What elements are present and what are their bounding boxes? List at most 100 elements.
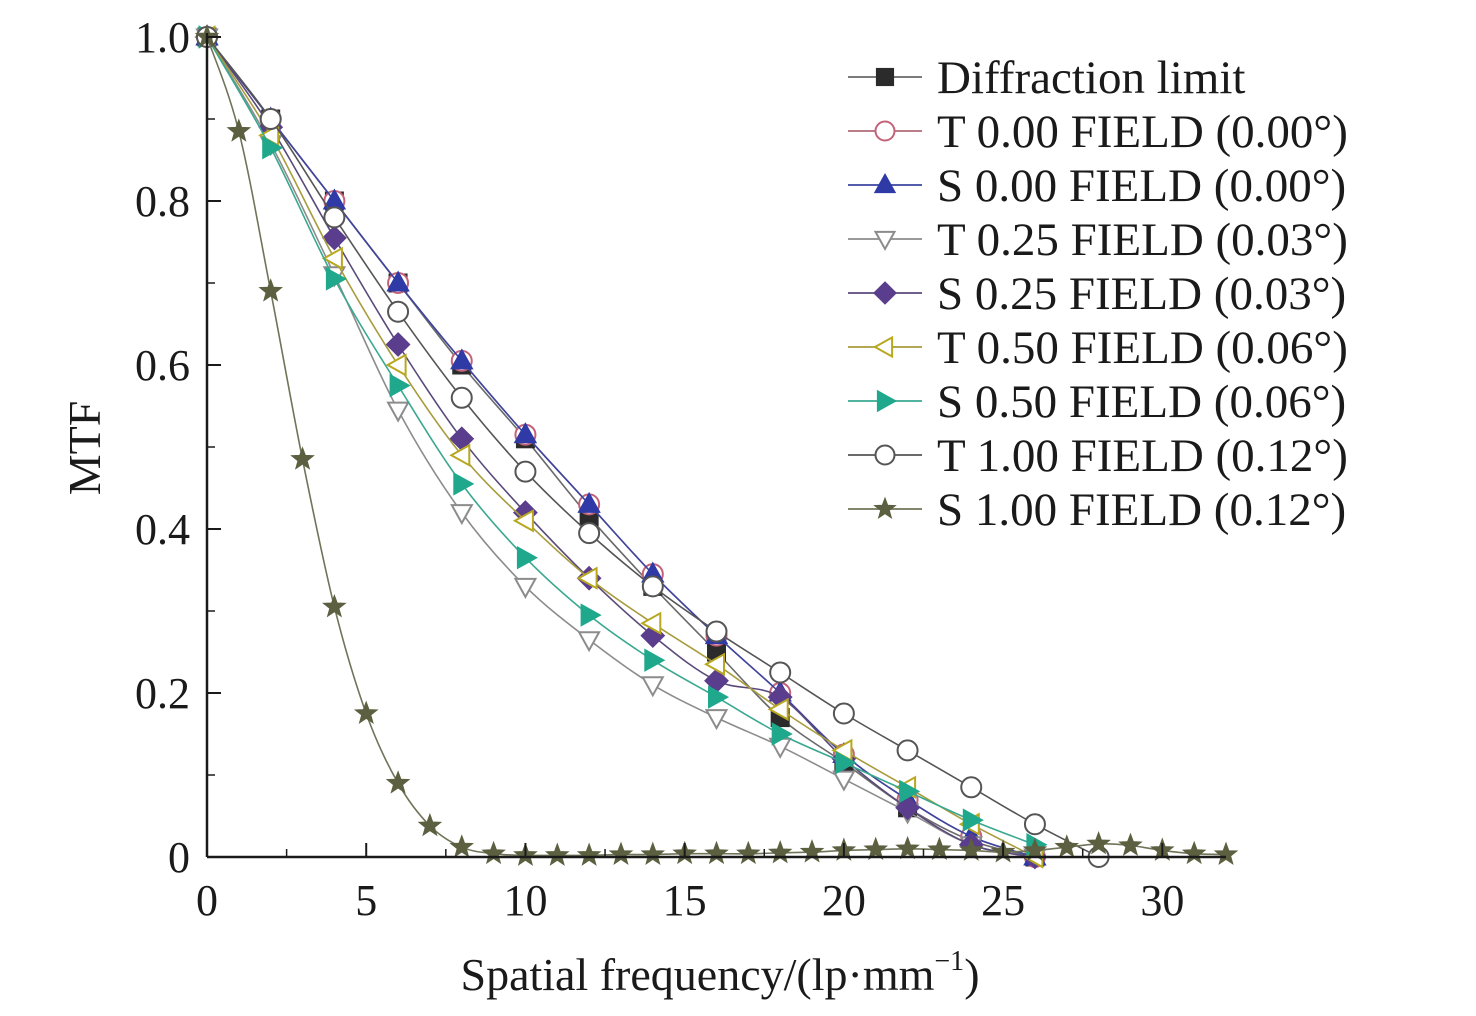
data-point [385, 770, 411, 794]
y-axis-title: MTF [59, 401, 110, 496]
data-point [769, 661, 792, 684]
data-point [449, 834, 475, 858]
series-5 [194, 24, 1048, 870]
data-point [1118, 832, 1143, 856]
data-point [386, 401, 410, 423]
data-point [353, 700, 379, 724]
data-point [1181, 840, 1207, 865]
series-curves [194, 24, 1239, 870]
y-tick-label: 0.4 [135, 505, 190, 554]
legend-item: T 1.00 FIELD (0.12°) [848, 430, 1348, 482]
legend-item: S 0.50 FIELD (0.06°) [848, 376, 1346, 428]
series-line [206, 36, 1036, 846]
data-point [863, 836, 889, 861]
x-tick-label: 0 [196, 876, 218, 925]
y-tick-label: 0.6 [135, 341, 190, 390]
data-point [896, 739, 919, 762]
data-point [960, 776, 983, 799]
data-point [481, 840, 506, 865]
legend-item: T 0.00 FIELD (0.00°) [848, 106, 1348, 158]
data-point [640, 841, 666, 865]
data-point [899, 779, 921, 804]
data-point [835, 751, 857, 775]
data-point [321, 225, 347, 251]
data-point [453, 472, 475, 496]
data-point [708, 685, 730, 709]
data-point [226, 118, 252, 142]
data-point [577, 631, 601, 653]
x-axis-title-close: ) [964, 949, 979, 1000]
data-point [450, 504, 474, 526]
y-tick-label: 0.2 [135, 669, 190, 718]
series-2 [196, 26, 1046, 868]
legend-label: S 0.50 FIELD (0.06°) [937, 376, 1346, 428]
data-point [958, 837, 984, 861]
data-point [608, 841, 634, 865]
x-axis-title: Spatial frequency/(lp·mm−1) [460, 946, 979, 1000]
data-point [325, 267, 347, 291]
data-point [962, 808, 984, 832]
data-point [641, 575, 664, 598]
data-point [832, 770, 856, 792]
legend-marker [873, 496, 897, 519]
series-line [206, 36, 1036, 858]
data-point [512, 509, 534, 533]
data-point [895, 795, 921, 821]
data-point [449, 443, 471, 467]
data-point [704, 840, 729, 865]
data-point [389, 373, 411, 398]
data-point [385, 332, 411, 357]
y-tick-label: 0 [168, 833, 190, 882]
x-axis-title-text: Spatial frequency/(lp·mm [460, 949, 934, 1000]
legend-item: S 0.00 FIELD (0.00°) [848, 160, 1346, 212]
series-4 [195, 28, 1047, 870]
data-point [321, 246, 343, 271]
data-point [799, 839, 825, 863]
data-point [576, 842, 602, 866]
data-point [927, 836, 952, 861]
data-point [771, 722, 793, 746]
data-point [259, 108, 282, 130]
series-line [206, 36, 1036, 858]
x-axis-title-exponent: −1 [934, 946, 964, 977]
legend-marker [873, 230, 897, 252]
data-point [576, 566, 598, 590]
plot-axes: 0 5 10 15 20 25 30 0 0.2 0.4 0.6 0.8 1.0 [135, 13, 1226, 925]
data-point [513, 577, 538, 599]
data-point [1054, 834, 1080, 858]
legend-marker [874, 120, 896, 142]
data-point [258, 278, 283, 302]
legend-marker [874, 444, 896, 466]
legend-item: T 0.25 FIELD (0.03°) [848, 214, 1348, 266]
data-point [641, 676, 665, 698]
data-point [322, 593, 347, 618]
data-point [703, 652, 725, 676]
x-tick-label: 15 [663, 876, 707, 925]
legend-item: T 0.50 FIELD (0.06°) [848, 322, 1348, 374]
series-8 [196, 26, 1110, 868]
legend-label: T 1.00 FIELD (0.12°) [937, 430, 1348, 482]
data-point [1213, 841, 1239, 865]
data-point [290, 446, 315, 470]
data-point [544, 842, 570, 866]
y-tick-label: 0.8 [135, 177, 190, 226]
data-point [644, 648, 666, 672]
data-point [895, 835, 920, 860]
data-point [767, 839, 793, 864]
legend-label: S 0.00 FIELD (0.00°) [937, 160, 1346, 212]
series-1 [197, 27, 1045, 867]
data-point [516, 546, 538, 570]
legend-item: S 0.25 FIELD (0.03°) [848, 268, 1346, 320]
data-point [386, 270, 410, 292]
legend-marker [873, 172, 897, 194]
data-point [705, 620, 728, 643]
y-tick-label: 1.0 [135, 13, 190, 62]
series-line [206, 36, 1036, 858]
legend-label: Diffraction limit [937, 52, 1245, 104]
legend-label: T 0.25 FIELD (0.03°) [937, 214, 1348, 266]
legend-marker [872, 335, 894, 359]
data-point [1023, 813, 1046, 836]
series-line [206, 36, 1036, 858]
data-point [514, 460, 537, 483]
